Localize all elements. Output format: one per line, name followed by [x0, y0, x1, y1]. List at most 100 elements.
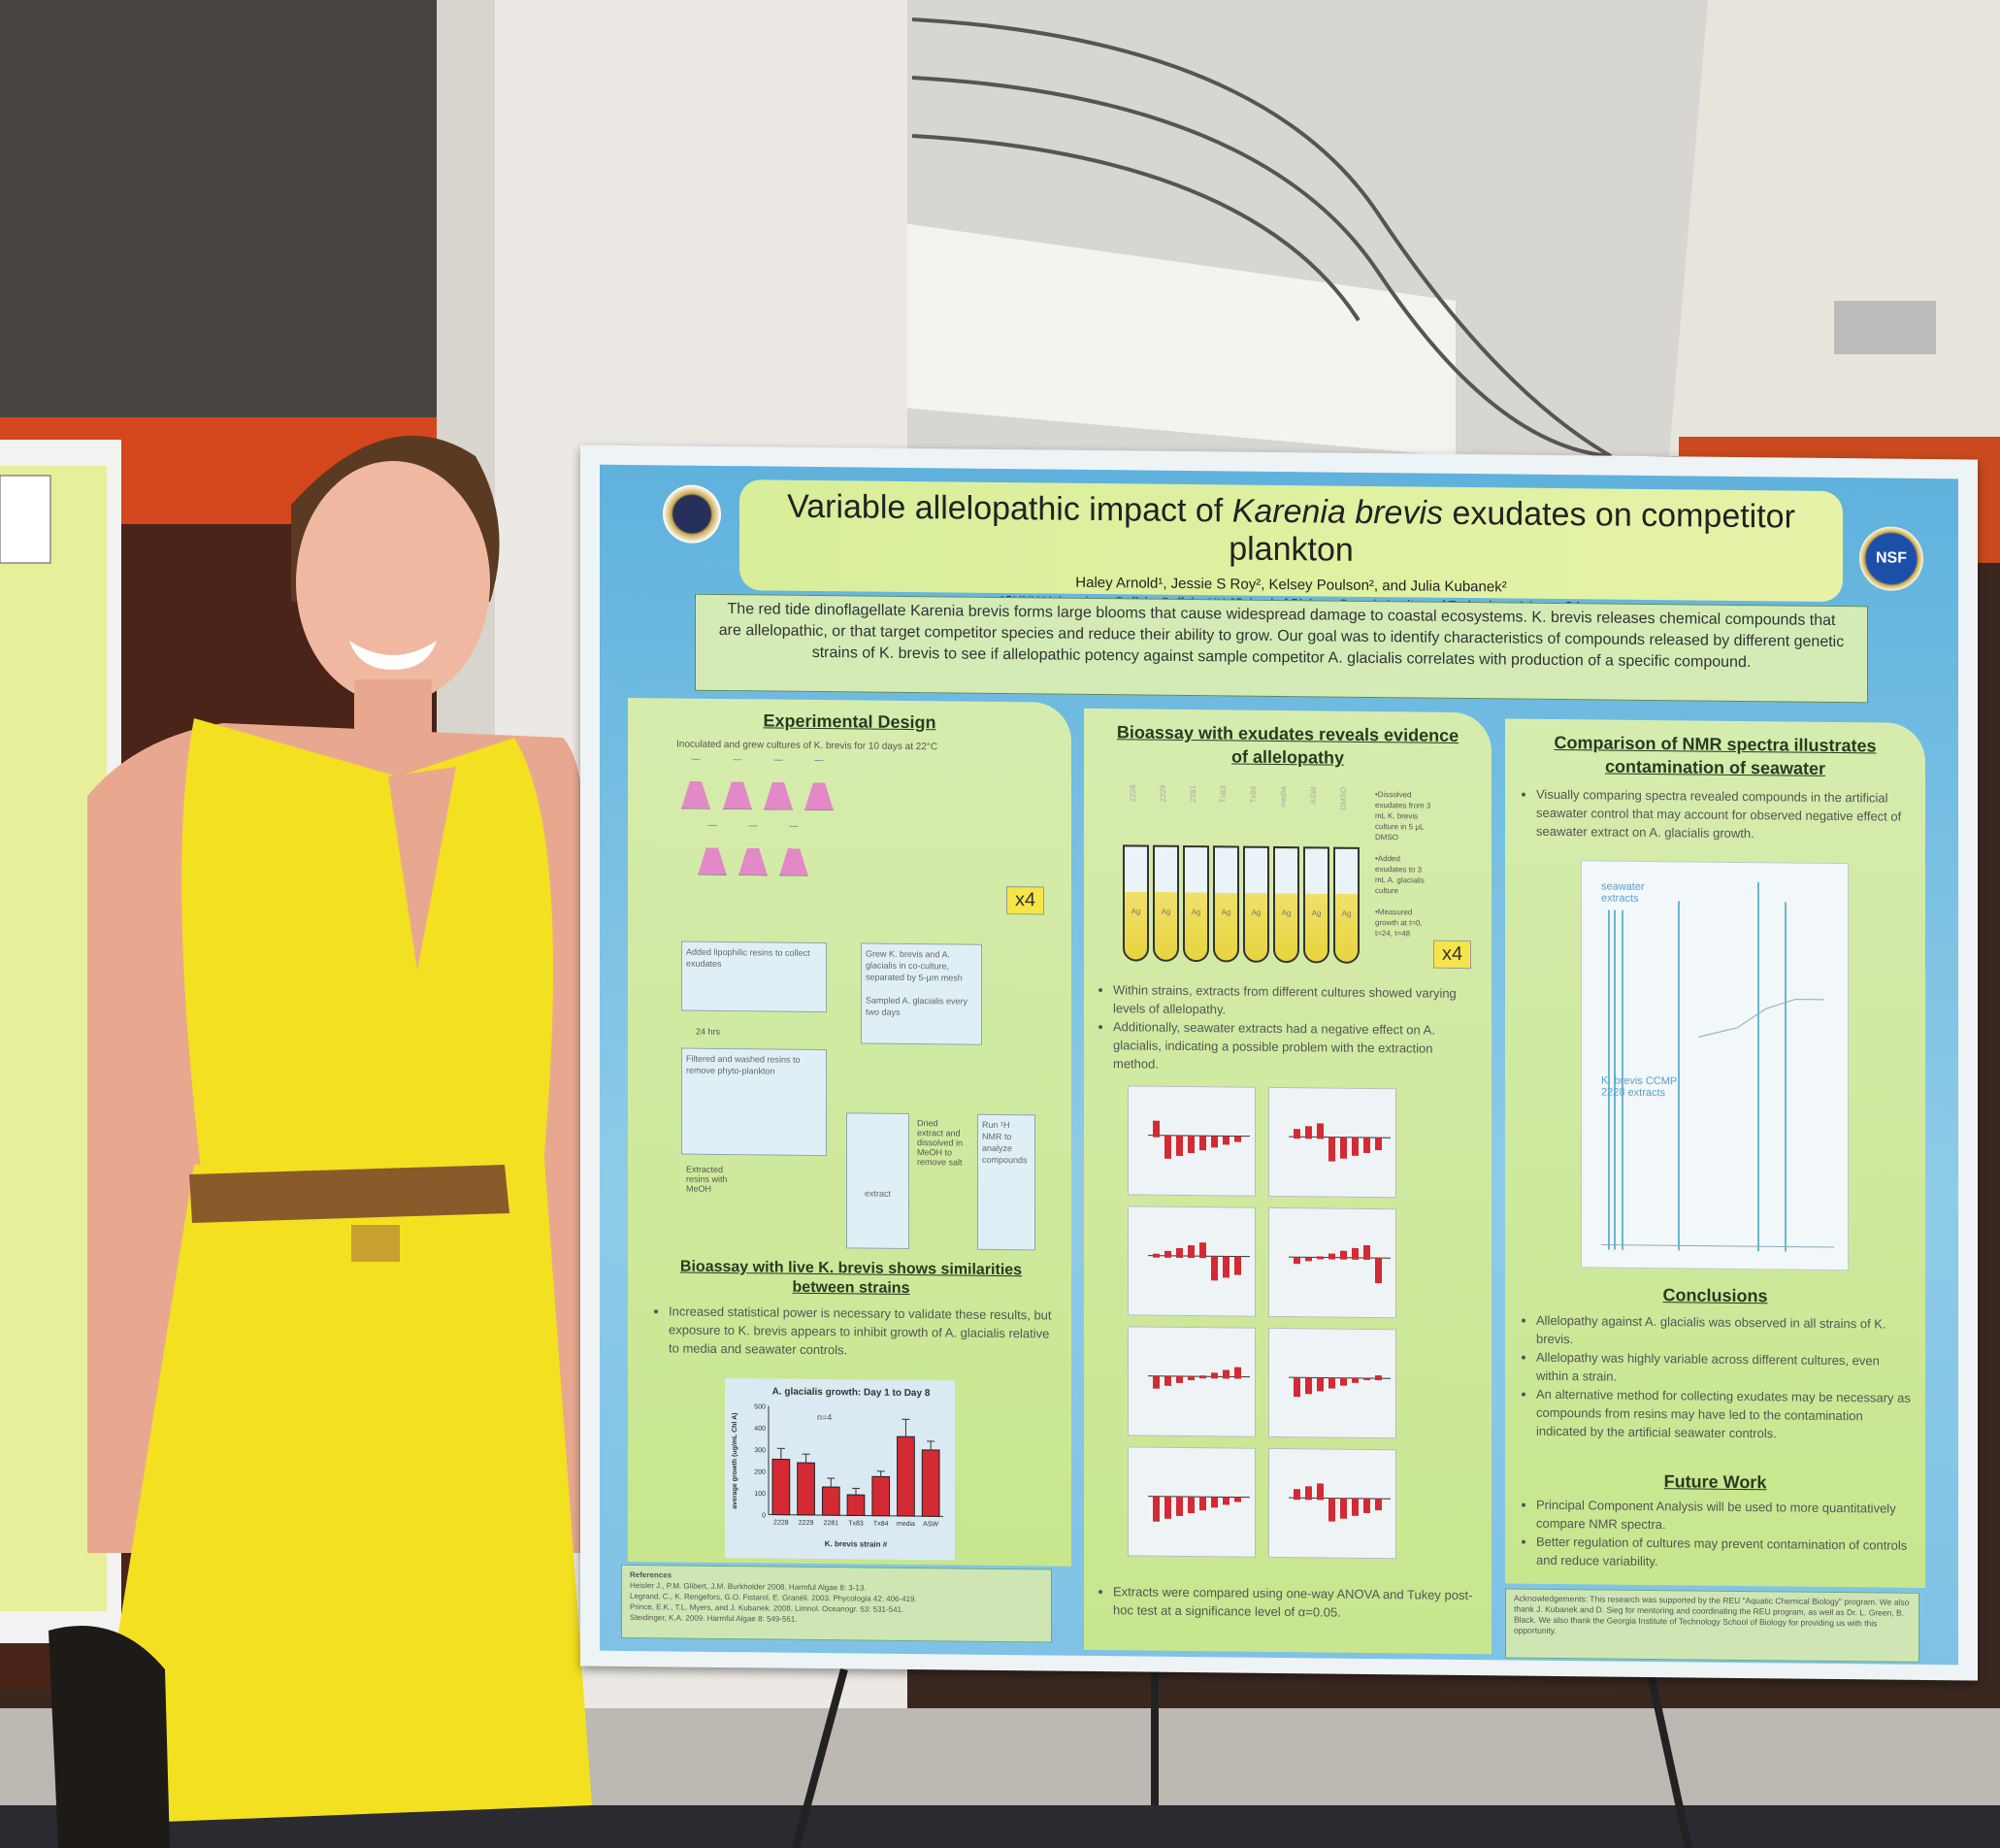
acknowledgements-box: Acknowledgements: This research was supp… — [1505, 1588, 1919, 1663]
x-tick-label: ASW — [923, 1521, 938, 1528]
experimental-design-heading: Experimental Design — [763, 710, 936, 733]
dress-skirt — [87, 1145, 592, 1825]
y-tick-label: 300 — [754, 1447, 766, 1454]
bar — [897, 1436, 915, 1517]
tube-label: Tx83 — [1219, 785, 1228, 804]
block-chart-bar — [1211, 1256, 1218, 1281]
block-chart-bar — [1328, 1137, 1335, 1162]
replicate-badge: x4 — [1433, 940, 1472, 970]
block-chart-bar — [1153, 1375, 1160, 1389]
flask-icon — [779, 826, 808, 876]
block-chart-bar — [1317, 1377, 1324, 1392]
block-chart-bar — [1153, 1120, 1160, 1138]
introduction: The red tide dinoflagellate Karenia brev… — [695, 593, 1868, 704]
statistics-note: Extracts were compared using one-way ANO… — [1113, 1582, 1480, 1623]
tube-label: 2228 — [1129, 784, 1137, 803]
bar — [797, 1462, 815, 1516]
block-chart-bar — [1234, 1136, 1241, 1142]
bar — [921, 1449, 940, 1517]
x-tick-label: 2228 — [773, 1520, 789, 1527]
air-vent — [1834, 301, 1936, 354]
belt — [189, 1165, 509, 1223]
side-poster-logo — [0, 475, 51, 564]
block-chart-bar — [1328, 1498, 1335, 1522]
y-tick-label: 200 — [754, 1469, 766, 1476]
growth-bar-chart: A. glacialis growth: Day 1 to Day 8 n=4 0 1… — [725, 1378, 955, 1561]
block-bioassay-chart — [1128, 1446, 1256, 1558]
block-chart-bar — [1199, 1136, 1206, 1151]
georgia-tech-seal-icon — [663, 484, 721, 544]
block-chart-bar — [1352, 1377, 1359, 1383]
step-dried: Dried extract and dissolved in MeOH to r… — [917, 1118, 964, 1168]
block-bioassay-chart — [1128, 1326, 1256, 1437]
test-tube-icon: Ag — [1333, 846, 1360, 964]
block-chart-bar — [1317, 1483, 1324, 1501]
exudate-bioassay-heading: Bioassay with exudates reveals evidence … — [1116, 722, 1459, 768]
future-work-heading: Future Work — [1663, 1471, 1767, 1493]
y-tick-label: 100 — [754, 1491, 766, 1498]
block-chart-bar — [1176, 1135, 1183, 1156]
test-tube-icon: Ag — [1213, 845, 1239, 963]
handbag — [49, 1626, 170, 1848]
block-chart-bar — [1199, 1375, 1206, 1379]
inoculation-note: Inoculated and grew cultures of K. brevi… — [676, 739, 938, 753]
block-chart-bar — [1199, 1497, 1206, 1511]
block-chart-bar — [1153, 1253, 1160, 1258]
block-chart-bar — [1164, 1135, 1171, 1159]
tube-label: ASW — [1309, 786, 1318, 805]
step-nmr: Run ¹H NMR to analyze compounds — [977, 1113, 1035, 1251]
conclusions-heading: Conclusions — [1662, 1285, 1768, 1306]
block-chart-bar — [1340, 1137, 1347, 1159]
block-chart-bar — [1223, 1256, 1230, 1278]
dress-top — [181, 718, 553, 1194]
block-chart-bar — [1328, 1377, 1335, 1389]
nmr-spectra-lines — [1601, 882, 1834, 1252]
tube-label: DMSO — [1339, 786, 1348, 810]
block-chart-bar — [1352, 1498, 1359, 1516]
block-chart-bar — [1176, 1247, 1183, 1258]
step-resins: Added lipophilic resins to collect exuda… — [681, 940, 827, 1013]
tube-label: 2281 — [1189, 785, 1197, 803]
nmr-bullet: Visually comparing spectra revealed comp… — [1536, 785, 1913, 844]
x-tick-label: 2281 — [823, 1520, 838, 1527]
live-bioassay-heading: Bioassay with live K. brevis shows simil… — [679, 1258, 1023, 1298]
block-chart-bar — [1352, 1137, 1359, 1156]
experimental-design-panel: Experimental Design Inoculated and grew … — [628, 697, 1071, 1567]
nmr-spectra-image: seawater extracts K. brevis CCMP 2228 ex… — [1581, 860, 1849, 1271]
block-chart-bar — [1164, 1250, 1171, 1258]
block-chart-bar — [1294, 1489, 1300, 1501]
block-chart-bar — [1305, 1486, 1312, 1501]
live-bioassay-bullet: Increased statistical power is necessary… — [669, 1302, 1055, 1361]
nsf-logo-icon: NSF — [1859, 526, 1923, 591]
y-tick-label: 500 — [754, 1403, 766, 1410]
block-chart-bar — [1223, 1136, 1230, 1145]
x-tick-label: 2229 — [799, 1520, 814, 1527]
nmr-panel: Comparison of NMR spectra illustrates co… — [1505, 718, 1925, 1588]
future-work-item: Better regulation of cultures may preven… — [1536, 1533, 1913, 1573]
block-chart-bar — [1363, 1244, 1370, 1260]
person — [49, 435, 592, 1848]
block-chart-bar — [1363, 1498, 1370, 1513]
y-tick-label: 0 — [762, 1512, 766, 1519]
block-chart-bar — [1164, 1496, 1171, 1519]
block-chart-bar — [1294, 1129, 1300, 1139]
block-chart-bar — [1199, 1242, 1206, 1259]
flask-icon — [698, 825, 727, 875]
block-chart-bar — [1305, 1126, 1312, 1139]
poster-title: Variable allelopathic impact of Karenia … — [787, 487, 1795, 569]
block-chart-bar — [1188, 1245, 1195, 1259]
y-tick-label: 400 — [754, 1426, 766, 1433]
block-bioassay-chart — [1268, 1447, 1396, 1560]
block-chart-bar — [1188, 1376, 1195, 1381]
ceiling — [0, 0, 446, 417]
block-chart-bar — [1223, 1497, 1230, 1505]
block-bioassay-chart — [1268, 1206, 1396, 1319]
y-axis-label: average growth (ug/mL Chl A) — [732, 1413, 738, 1509]
block-chart-bar — [1375, 1375, 1382, 1381]
poster: Variable allelopathic impact of Karenia … — [580, 445, 1978, 1681]
exudate-bullet: Within strains, extracts from different … — [1113, 980, 1480, 1021]
block-chart-bar — [1375, 1499, 1382, 1511]
step-extracted: Extracted resins with MeOH — [686, 1164, 728, 1194]
block-chart-bar — [1317, 1256, 1324, 1260]
step-filtered: Filtered and washed resins to remove phy… — [681, 1047, 827, 1157]
